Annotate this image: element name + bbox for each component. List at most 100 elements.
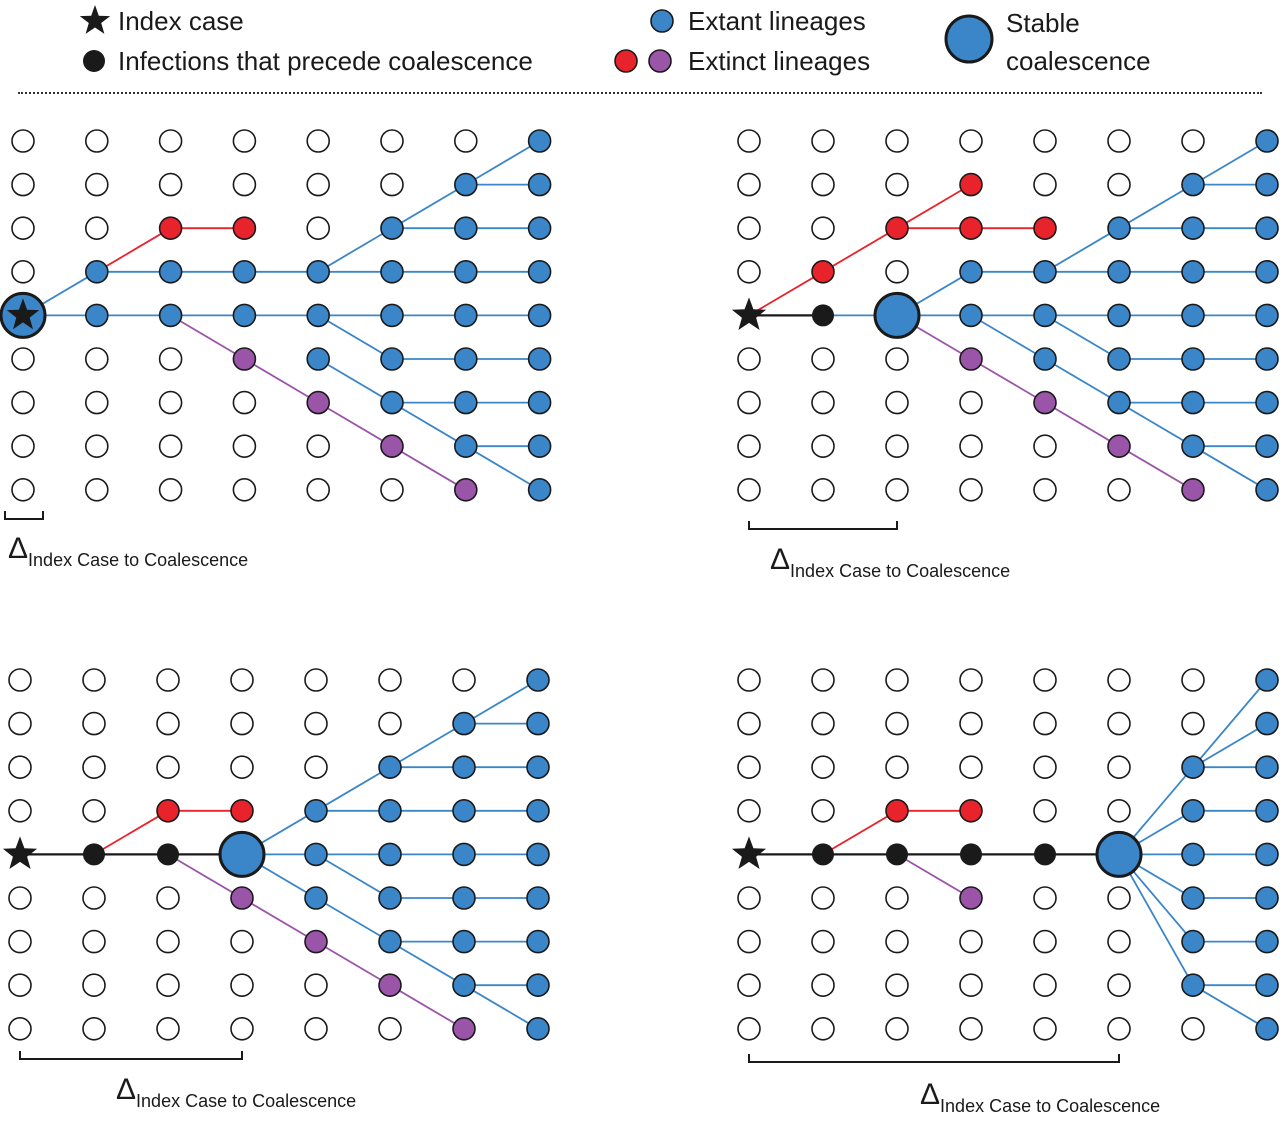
empty-node [811,172,835,197]
empty-node [230,755,254,780]
panel-top-left [0,129,552,520]
blue-node [378,755,402,780]
empty-node [11,390,35,415]
empty-node [885,755,909,780]
empty-node [959,390,983,415]
empty-node [1033,973,1057,998]
red-purple-dots-icon [614,49,672,73]
blue-node [1033,303,1057,328]
edge-purple [896,853,972,899]
empty-node [11,172,35,197]
blue-node [1255,842,1279,867]
precede-node [157,843,179,866]
empty-node [1033,477,1057,502]
empty-node [811,390,835,415]
empty-node [11,347,35,371]
edge-blue [1192,679,1268,768]
empty-node [1107,1017,1131,1041]
edge-purple [167,853,243,899]
edge-purple [317,401,393,447]
blue-node [380,303,404,328]
empty-node [230,668,254,692]
edge-blue [315,766,391,812]
blue-node [1255,434,1279,459]
legend-index-case-label: Index case [118,5,244,36]
empty-node [737,434,761,459]
empty-node [885,129,909,153]
empty-node [811,216,835,240]
legend-precede: Infections that precede coalescence [80,44,533,78]
edge-blue [317,314,393,360]
empty-node [156,929,180,954]
blue-node [380,216,404,240]
edge-blue [317,358,393,404]
blue-node [1107,390,1131,415]
blue-node [452,929,476,954]
empty-node [885,259,909,284]
empty-node [1181,129,1205,153]
empty-node [156,668,180,692]
empty-node [959,755,983,780]
legend-extant-label: Extant lineages [688,5,866,36]
legend-precede-label: Infections that precede coalescence [118,45,533,76]
empty-node [306,216,331,240]
empty-node [1107,172,1131,197]
edge-blue [1044,314,1120,360]
legend-extant: Extant lineages [648,4,866,38]
empty-node [1033,172,1057,197]
blue-node [85,259,109,284]
blue-node [1255,216,1279,240]
blue-node [453,347,478,371]
empty-node [85,129,109,153]
empty-node [158,477,183,502]
empty-node [82,929,106,954]
edge-purple [389,984,465,1030]
edge-blue [389,940,465,986]
blue-dot-icon [650,9,674,33]
star-icon [79,5,111,34]
purple-node [380,434,404,459]
blue-node [85,303,109,328]
empty-node [885,477,909,502]
empty-node [232,129,257,153]
precede-node [812,843,834,866]
empty-node [1107,668,1131,692]
blue-node [306,303,331,328]
blue-node [452,886,476,910]
empty-node [1033,434,1057,459]
red-node [232,216,257,240]
empty-node [1107,711,1131,736]
empty-node [230,1017,254,1041]
blue-node [1033,259,1057,284]
empty-node [82,886,106,910]
empty-node [737,390,761,415]
empty-node [8,1017,32,1041]
delta-bracket [748,1054,1120,1063]
edge-blue [1044,227,1120,273]
blue-node [1255,259,1279,284]
delta-subscript: Index Case to Coalescence [136,1091,357,1111]
blue-node [453,390,478,415]
empty-node [1181,711,1205,736]
purple-node [230,886,254,910]
index-case-star [2,836,38,869]
panel-bottom-left [2,668,550,1060]
empty-node [737,886,761,910]
blue-node [452,711,476,736]
empty-node [1033,711,1057,736]
empty-node [737,668,761,692]
blue-node [1255,798,1279,823]
empty-node [156,711,180,736]
empty-node [737,798,761,823]
blue-node [1107,216,1131,240]
empty-node [306,434,331,459]
blue-node [306,259,331,284]
empty-node [1033,755,1057,780]
blue-node [527,347,552,371]
delta-label-bottom-left: ΔIndex Case to Coalescence [116,1073,356,1111]
edge-red [822,810,898,856]
empty-node [959,434,983,459]
blue-node [526,1017,550,1041]
empty-node [8,886,32,910]
blue-node [1181,216,1205,240]
